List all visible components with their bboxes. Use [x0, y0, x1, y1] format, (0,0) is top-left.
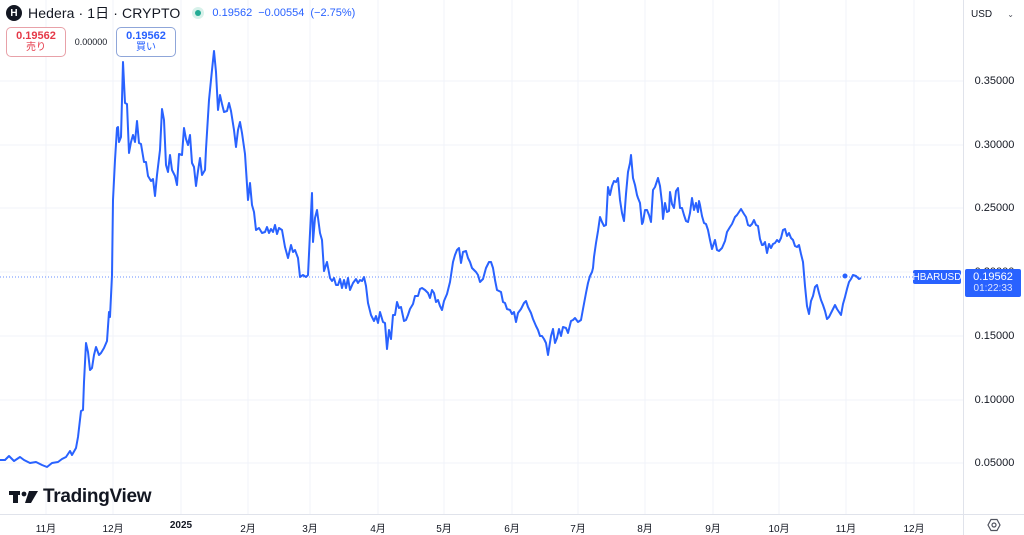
- sell-label: 売り: [26, 42, 46, 53]
- y-tick-label: 0.25000: [974, 202, 1015, 214]
- currency-selector[interactable]: USD ⌄: [966, 3, 1020, 25]
- legend-change: −0.00554: [258, 7, 305, 19]
- last-point-marker: [842, 273, 848, 279]
- symbol-title[interactable]: Hedera · 1日 · CRYPTO: [28, 5, 181, 21]
- market-open-icon[interactable]: [192, 7, 205, 19]
- last-price-value: 0.19562: [973, 271, 1013, 283]
- sell-price: 0.19562: [16, 30, 56, 42]
- hedera-logo-icon: H: [6, 5, 22, 21]
- tradingview-logo[interactable]: TradingView: [9, 486, 152, 508]
- x-tick-label-year: 2025: [169, 520, 193, 531]
- x-tick-label: 9月: [705, 524, 721, 535]
- legend-change-pct: (−2.75%): [310, 7, 356, 19]
- tradingview-wordmark: TradingView: [43, 486, 152, 507]
- axis-settings-button[interactable]: [963, 514, 1024, 535]
- x-tick-label: 10月: [768, 524, 790, 535]
- currency-value: USD: [971, 8, 993, 20]
- price-chart-svg[interactable]: [0, 0, 963, 514]
- y-tick-label: 0.35000: [974, 75, 1015, 87]
- plot-area[interactable]: H Hedera · 1日 · CRYPTO 0.19562 −0.00554 …: [0, 0, 963, 514]
- x-tick-label: 3月: [302, 524, 318, 535]
- bar-countdown: 01:22:33: [973, 283, 1013, 294]
- grid: [0, 0, 963, 514]
- x-tick-label: 2月: [240, 524, 256, 535]
- legend-last-price: 0.19562: [212, 7, 253, 19]
- buy-button[interactable]: 0.19562 買い: [116, 27, 176, 57]
- x-tick-label: 12月: [102, 524, 124, 535]
- y-tick-label: 0.05000: [974, 457, 1015, 469]
- x-tick-label: 8月: [637, 524, 653, 535]
- chart-legend: H Hedera · 1日 · CRYPTO 0.19562 −0.00554 …: [6, 4, 355, 22]
- legend-values: 0.19562 −0.00554 (−2.75%): [212, 7, 355, 19]
- x-tick-label: 12月: [903, 524, 925, 535]
- x-tick-label: 7月: [570, 524, 586, 535]
- buy-price: 0.19562: [126, 30, 166, 42]
- y-tick-label: 0.30000: [974, 139, 1015, 151]
- trade-buttons: 0.19562 売り 0.00000 0.19562 買い: [6, 27, 176, 57]
- buy-label: 買い: [136, 42, 156, 53]
- y-tick-label: 0.15000: [974, 330, 1015, 342]
- symbol-price-tag: HBARUSD: [912, 270, 962, 284]
- time-axis[interactable]: 11月 12月 2025 2月 3月 4月 5月 6月 7月 8月 9月 10月…: [0, 514, 963, 535]
- price-line: [0, 50, 862, 468]
- x-tick-label: 11月: [35, 524, 57, 535]
- chevron-down-icon: ⌄: [1007, 9, 1014, 19]
- x-tick-label: 6月: [504, 524, 520, 535]
- x-tick-label: 4月: [370, 524, 386, 535]
- price-axis[interactable]: 0.35000 0.30000 0.25000 0.20000 0.15000 …: [963, 0, 1024, 514]
- tradingview-mark-icon: [9, 491, 38, 503]
- gear-icon: [987, 518, 1001, 532]
- y-tick-label: 0.10000: [974, 394, 1015, 406]
- x-tick-label: 11月: [835, 524, 857, 535]
- sell-button[interactable]: 0.19562 売り: [6, 27, 66, 57]
- last-price-tag: 0.19562 01:22:33: [965, 269, 1021, 297]
- spread-value: 0.00000: [74, 37, 108, 47]
- x-tick-label: 5月: [436, 524, 452, 535]
